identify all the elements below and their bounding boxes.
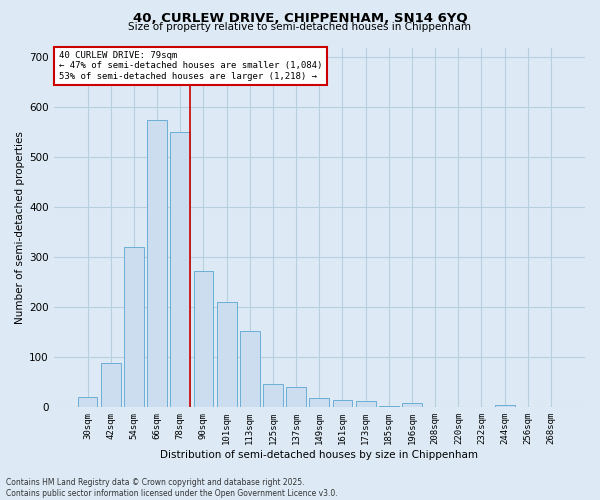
Bar [286,388,306,407]
Bar [148,120,167,408]
Bar [240,332,260,407]
Bar [332,400,352,407]
Bar [495,406,515,407]
Bar [263,384,283,407]
Text: Size of property relative to semi-detached houses in Chippenham: Size of property relative to semi-detach… [128,22,472,32]
Bar [101,364,121,408]
Text: Contains HM Land Registry data © Crown copyright and database right 2025.
Contai: Contains HM Land Registry data © Crown c… [6,478,338,498]
Text: 40 CURLEW DRIVE: 79sqm
← 47% of semi-detached houses are smaller (1,084)
53% of : 40 CURLEW DRIVE: 79sqm ← 47% of semi-det… [59,51,322,81]
Bar [379,406,398,407]
Bar [170,132,190,407]
Bar [78,398,97,407]
Bar [310,398,329,407]
Text: 40, CURLEW DRIVE, CHIPPENHAM, SN14 6YQ: 40, CURLEW DRIVE, CHIPPENHAM, SN14 6YQ [133,12,467,26]
Bar [124,248,144,408]
Bar [402,404,422,407]
X-axis label: Distribution of semi-detached houses by size in Chippenham: Distribution of semi-detached houses by … [160,450,478,460]
Y-axis label: Number of semi-detached properties: Number of semi-detached properties [15,131,25,324]
Bar [356,402,376,407]
Bar [194,272,214,407]
Bar [217,302,236,408]
